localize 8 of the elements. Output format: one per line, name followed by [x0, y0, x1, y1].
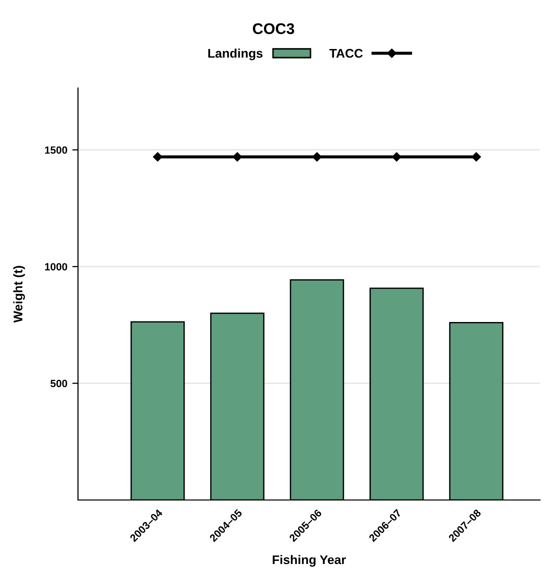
y-tick-label: 1500: [45, 146, 68, 154]
x-axis-title: Fishing Year: [272, 554, 346, 567]
legend-label: TACC: [329, 48, 363, 58]
y-tick-label: 500: [50, 380, 68, 388]
y-axis-title: Weight (t): [13, 266, 25, 323]
legend-label: Landings: [208, 48, 262, 60]
chart-title: COC3: [252, 23, 294, 34]
y-tick-label: 1000: [45, 263, 68, 270]
